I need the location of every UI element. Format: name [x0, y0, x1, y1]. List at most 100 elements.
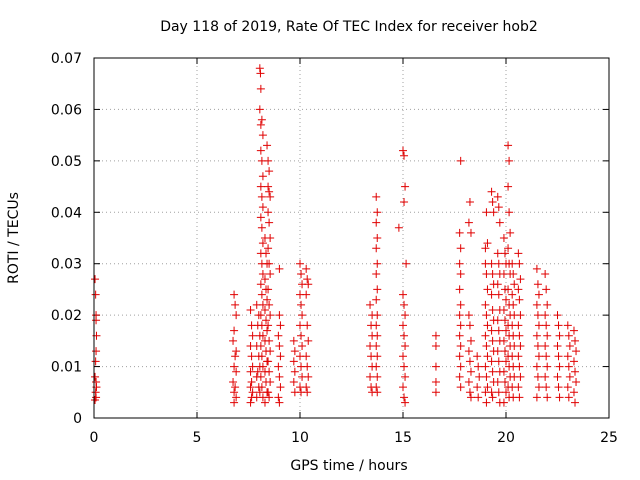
data-point-marker	[564, 393, 573, 402]
data-point-marker	[499, 234, 508, 242]
data-point-marker	[493, 249, 502, 258]
data-point-marker	[456, 362, 465, 371]
data-point-marker	[258, 239, 267, 248]
data-point-marker	[246, 367, 255, 376]
data-point-marker	[257, 383, 266, 392]
data-point-marker	[265, 259, 274, 268]
data-point-marker	[372, 321, 381, 330]
data-point-marker	[505, 208, 514, 217]
data-point-marker	[455, 352, 464, 361]
data-point-marker	[481, 362, 490, 371]
data-point-marker	[274, 393, 283, 402]
x-tick-label: 0	[90, 430, 99, 446]
data-point-marker	[373, 372, 382, 381]
data-point-marker	[230, 388, 239, 397]
data-point-marker	[289, 336, 298, 345]
data-point-marker	[481, 300, 490, 309]
data-point-marker	[399, 321, 407, 330]
data-point-marker	[275, 372, 284, 381]
data-point-marker	[499, 306, 508, 314]
data-point-marker	[399, 290, 407, 299]
data-point-marker	[487, 290, 496, 299]
data-point-marker	[297, 300, 306, 309]
data-point-marker	[464, 378, 473, 386]
data-point-marker	[554, 352, 563, 361]
data-point-marker	[466, 367, 475, 376]
data-point-marker	[431, 378, 440, 386]
data-point-marker	[265, 218, 274, 227]
data-point-marker	[290, 367, 299, 376]
data-point-marker	[504, 182, 513, 191]
data-point-marker	[256, 342, 265, 350]
data-point-marker	[569, 326, 578, 335]
data-point-marker	[572, 347, 581, 356]
x-tick-label: 15	[394, 430, 412, 446]
data-point-marker	[514, 285, 523, 294]
data-point-marker	[456, 244, 465, 253]
data-point-marker	[543, 362, 552, 371]
data-point-marker	[553, 372, 562, 381]
data-point-marker	[499, 398, 508, 407]
data-point-marker	[542, 321, 551, 330]
data-point-marker	[91, 357, 100, 366]
data-point-marker	[493, 280, 502, 289]
data-point-marker	[514, 352, 523, 361]
data-point-marker	[455, 228, 464, 237]
data-point-marker	[266, 311, 275, 320]
data-point-marker	[296, 321, 304, 330]
data-point-marker	[289, 357, 298, 366]
data-point-marker	[533, 342, 542, 350]
data-point-marker	[541, 311, 550, 320]
data-point-marker	[262, 316, 271, 325]
data-point-marker	[265, 367, 274, 376]
data-point-marker	[258, 203, 267, 212]
data-point-marker	[482, 342, 491, 350]
data-point-marker	[554, 383, 563, 392]
data-point-marker	[402, 259, 411, 268]
data-point-marker	[553, 342, 562, 350]
data-point-marker	[264, 321, 273, 330]
data-point-marker	[302, 290, 311, 299]
data-point-marker	[465, 388, 474, 397]
data-point-marker	[534, 352, 543, 361]
data-point-marker	[266, 192, 275, 201]
data-point-marker	[456, 300, 465, 309]
data-point-marker	[541, 372, 550, 381]
data-point-marker	[275, 311, 284, 320]
data-point-marker	[493, 378, 502, 386]
data-point-marker	[265, 336, 274, 345]
data-point-marker	[265, 300, 274, 309]
data-point-marker	[260, 306, 269, 314]
data-point-marker	[510, 280, 519, 289]
data-point-marker	[464, 347, 473, 356]
data-point-marker	[483, 285, 492, 294]
x-tick-label: 5	[193, 430, 202, 446]
data-point-marker	[257, 192, 266, 201]
data-point-marker	[257, 290, 266, 299]
data-point-marker	[264, 244, 273, 253]
data-point-marker	[504, 244, 513, 253]
data-point-marker	[514, 249, 523, 258]
data-point-marker	[533, 280, 542, 289]
data-point-marker	[256, 311, 265, 320]
y-tick-label: 0	[73, 411, 82, 427]
data-point-marker	[260, 398, 269, 407]
data-point-marker	[264, 208, 273, 217]
data-point-marker	[502, 357, 510, 366]
data-point-marker	[264, 388, 273, 397]
data-point-marker	[256, 146, 265, 155]
data-point-marker	[400, 300, 409, 309]
data-point-marker	[541, 342, 550, 350]
data-point-marker	[571, 398, 580, 407]
data-point-marker	[263, 326, 272, 335]
data-point-marker	[563, 321, 572, 330]
data-point-marker	[553, 311, 562, 320]
data-point-marker	[263, 141, 272, 150]
data-point-marker	[248, 331, 257, 340]
data-point-marker	[572, 378, 581, 386]
data-point-marker	[248, 388, 257, 397]
data-point-marker	[431, 388, 440, 397]
data-point-marker	[488, 270, 497, 278]
data-point-marker	[504, 141, 513, 150]
data-point-marker	[532, 362, 541, 371]
